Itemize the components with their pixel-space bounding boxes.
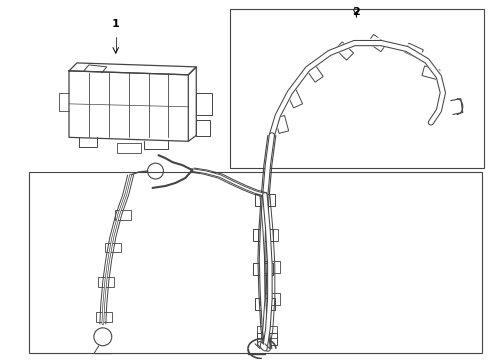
Bar [117,143,141,153]
Bar [196,121,210,136]
Text: 1: 1 [112,19,120,29]
Bar [29,172,482,353]
Bar [258,229,278,240]
Bar [287,89,303,108]
Bar [260,293,280,305]
Text: 2: 2 [352,7,360,17]
Bar [368,35,387,52]
Bar [253,264,273,275]
Bar [196,93,212,114]
Bar [255,298,275,310]
Bar [230,9,484,168]
Bar [257,326,277,338]
Bar [275,116,289,134]
Bar [257,333,277,345]
Bar [422,66,440,80]
Bar [105,243,121,252]
Bar [98,277,114,287]
Bar [253,229,273,240]
Bar [306,63,323,82]
Bar [405,43,423,59]
Bar [96,312,112,322]
Bar [335,42,354,60]
Bar [255,194,275,206]
Bar [260,261,280,273]
Bar [115,210,131,220]
